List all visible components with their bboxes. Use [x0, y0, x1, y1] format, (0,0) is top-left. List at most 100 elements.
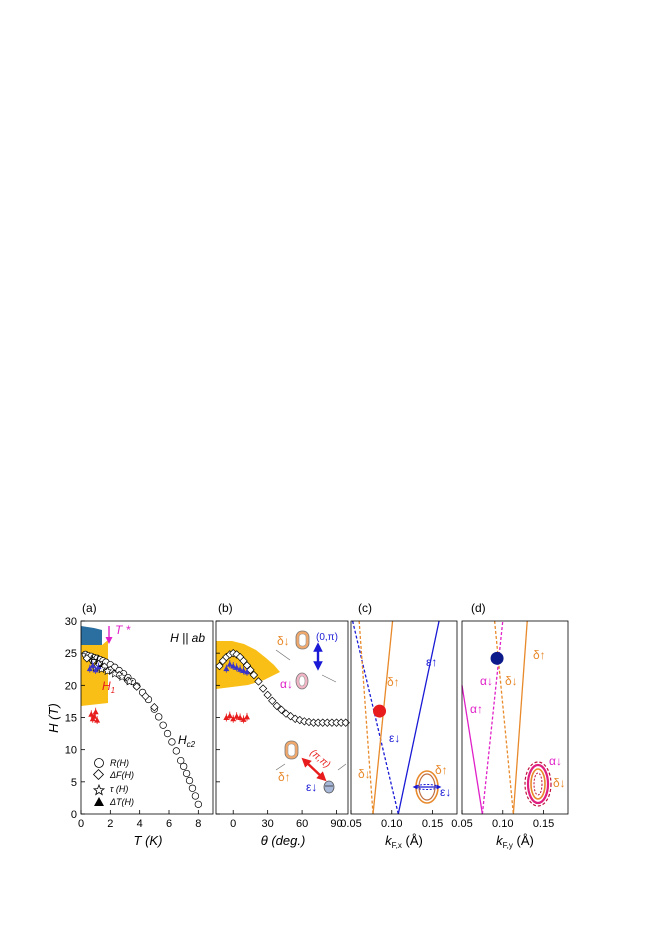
- y-tick-label: 10: [65, 745, 77, 757]
- data-point-diamond: [268, 696, 277, 705]
- series-line: [397, 620, 440, 815]
- data-point-diamond: [88, 656, 97, 666]
- x-tick-label: 0.10: [381, 818, 402, 830]
- panel-c-xaxis: 0.05 0.10 0.15: [340, 810, 443, 830]
- panel-d: (d) 0.05 0.10 0.15 kF,y (Å) δ↑ α↓ δ↓ α↑ α↓…: [451, 601, 569, 850]
- x-tick-label: 4: [137, 818, 143, 830]
- data-point-diamond: [318, 718, 327, 727]
- data-point-circle: [182, 769, 191, 778]
- x-tick-label: 0.15: [533, 818, 554, 830]
- data-point-triangle: [91, 713, 98, 719]
- data-point-triangle: [226, 661, 233, 667]
- panel-b-xlabel: θ (deg.): [261, 833, 306, 848]
- panel-c-frame: [350, 620, 458, 815]
- inset-line: [275, 763, 286, 771]
- label-d-alpha-up: α↑: [470, 702, 483, 716]
- panel-b-plot: [215, 648, 350, 727]
- inset-line: [275, 649, 291, 661]
- label-c-eps-down-2: ε↓: [440, 785, 451, 799]
- label-b-delta-up: δ↑: [278, 770, 291, 784]
- label-d-delta-down: δ↓: [505, 674, 518, 688]
- x-tick-label: 0: [230, 818, 236, 830]
- data-point-diamond: [254, 677, 263, 686]
- annotation-h-ab: H || ab: [170, 631, 205, 645]
- label-b-delta-down: δ↓: [277, 634, 290, 648]
- data-point-triangle: [237, 714, 244, 720]
- legend-label-r: R(H): [110, 758, 129, 768]
- data-point-circle: [163, 729, 172, 738]
- data-point-circle: [168, 738, 176, 746]
- nesting-arrow-pipi: [301, 757, 327, 782]
- series-line: [372, 620, 394, 815]
- data-point-diamond: [82, 654, 92, 663]
- panel-d-xlabel: kF,y (Å): [496, 833, 534, 850]
- data-point-diamond: [277, 705, 286, 714]
- data-point-triangle: [92, 666, 99, 673]
- data-point-diamond: [263, 690, 272, 700]
- data-point-circle: [194, 800, 202, 808]
- data-point-circle: [191, 792, 200, 800]
- data-point-diamond: [309, 718, 318, 727]
- x-tick-label: 0.15: [422, 818, 443, 830]
- panel-b-yaxis: [216, 620, 220, 815]
- data-point-diamond: [258, 684, 268, 693]
- data-point-triangle: [243, 713, 250, 720]
- y-tick-label: 5: [71, 777, 77, 789]
- fs-pocket-epsilon: [323, 780, 335, 794]
- fermi-inset-c: [412, 770, 442, 804]
- data-point-diamond: [327, 718, 337, 727]
- data-point-triangle: [240, 667, 247, 674]
- x-tick-label: 60: [296, 818, 308, 830]
- x-tick-label: 0.05: [340, 818, 361, 830]
- label-hc2: Hc2: [178, 733, 196, 749]
- data-point-circle: [180, 762, 188, 771]
- data-point-triangle: [86, 665, 93, 672]
- data-point-star: [102, 666, 112, 676]
- data-point-circle: [185, 776, 194, 785]
- panel-c: (c) 0.05 0.10 0.15 kF,x (Å) ε↑ δ↑ ε↓ δ↓ δ↑…: [340, 601, 458, 850]
- data-point-diamond: [246, 665, 255, 675]
- fs-d-outer: [524, 761, 552, 807]
- panel-a: (a) 0 5 10 15 20 25 30 0 2 4 6 8 H (T) T (K) H || …: [46, 601, 214, 848]
- label-c-delta-down: δ↓: [358, 767, 371, 781]
- data-point-circle: [188, 784, 197, 792]
- y-tick-label: 0: [71, 809, 77, 821]
- fermi-inset-bottom: (π,π) δ↑ ε↓: [275, 740, 347, 794]
- label-d-alpha-down-2: α↓: [549, 754, 562, 768]
- legend-marker-diamond: [92, 768, 105, 781]
- data-point-diamond: [341, 718, 350, 727]
- panel-b: (b) 0 30 60 90 θ (deg.) δ↓ α↓ (0,π): [215, 601, 350, 848]
- label-b-eps-down: ε↓: [306, 780, 317, 794]
- panel-d-xaxis: 0.05 0.10 0.15: [451, 810, 554, 830]
- data-point-triangle: [237, 666, 244, 672]
- panel-c-label: (c): [358, 601, 372, 615]
- data-point-triangle: [95, 663, 102, 670]
- panel-c-xlabel: kF,x (Å): [385, 833, 423, 850]
- data-point-diamond: [150, 703, 159, 712]
- x-tick-label: 8: [195, 818, 201, 830]
- data-point-diamond: [141, 692, 150, 701]
- x-tick-label: 90: [330, 818, 342, 830]
- panel-d-plot: [461, 620, 528, 815]
- x-tick-label: 30: [262, 818, 274, 830]
- label-c-eps-down: ε↓: [389, 731, 400, 745]
- panel-a-legend: R(H) ΔF(H) τ (H) ΔT(H): [92, 758, 134, 807]
- data-point-triangle: [240, 716, 247, 722]
- fs-pocket-delta-inner: [298, 633, 307, 647]
- data-point-diamond: [132, 682, 141, 691]
- data-point-diamond: [332, 718, 341, 727]
- region-h1: [81, 640, 108, 706]
- panel-d-label: (d): [471, 601, 486, 615]
- data-point-triangle: [223, 714, 230, 720]
- legend-label-dt: ΔT(H): [109, 797, 134, 807]
- x-tick-label: 0.10: [492, 818, 513, 830]
- data-point-diamond: [239, 656, 248, 666]
- legend-marker-circle: [94, 758, 104, 768]
- series-line: [493, 620, 515, 815]
- data-point-star: [110, 669, 120, 678]
- data-point-diamond: [313, 718, 323, 727]
- data-point-circle: [159, 721, 167, 729]
- y-tick-label: 15: [65, 713, 77, 725]
- inset-line: [321, 674, 337, 683]
